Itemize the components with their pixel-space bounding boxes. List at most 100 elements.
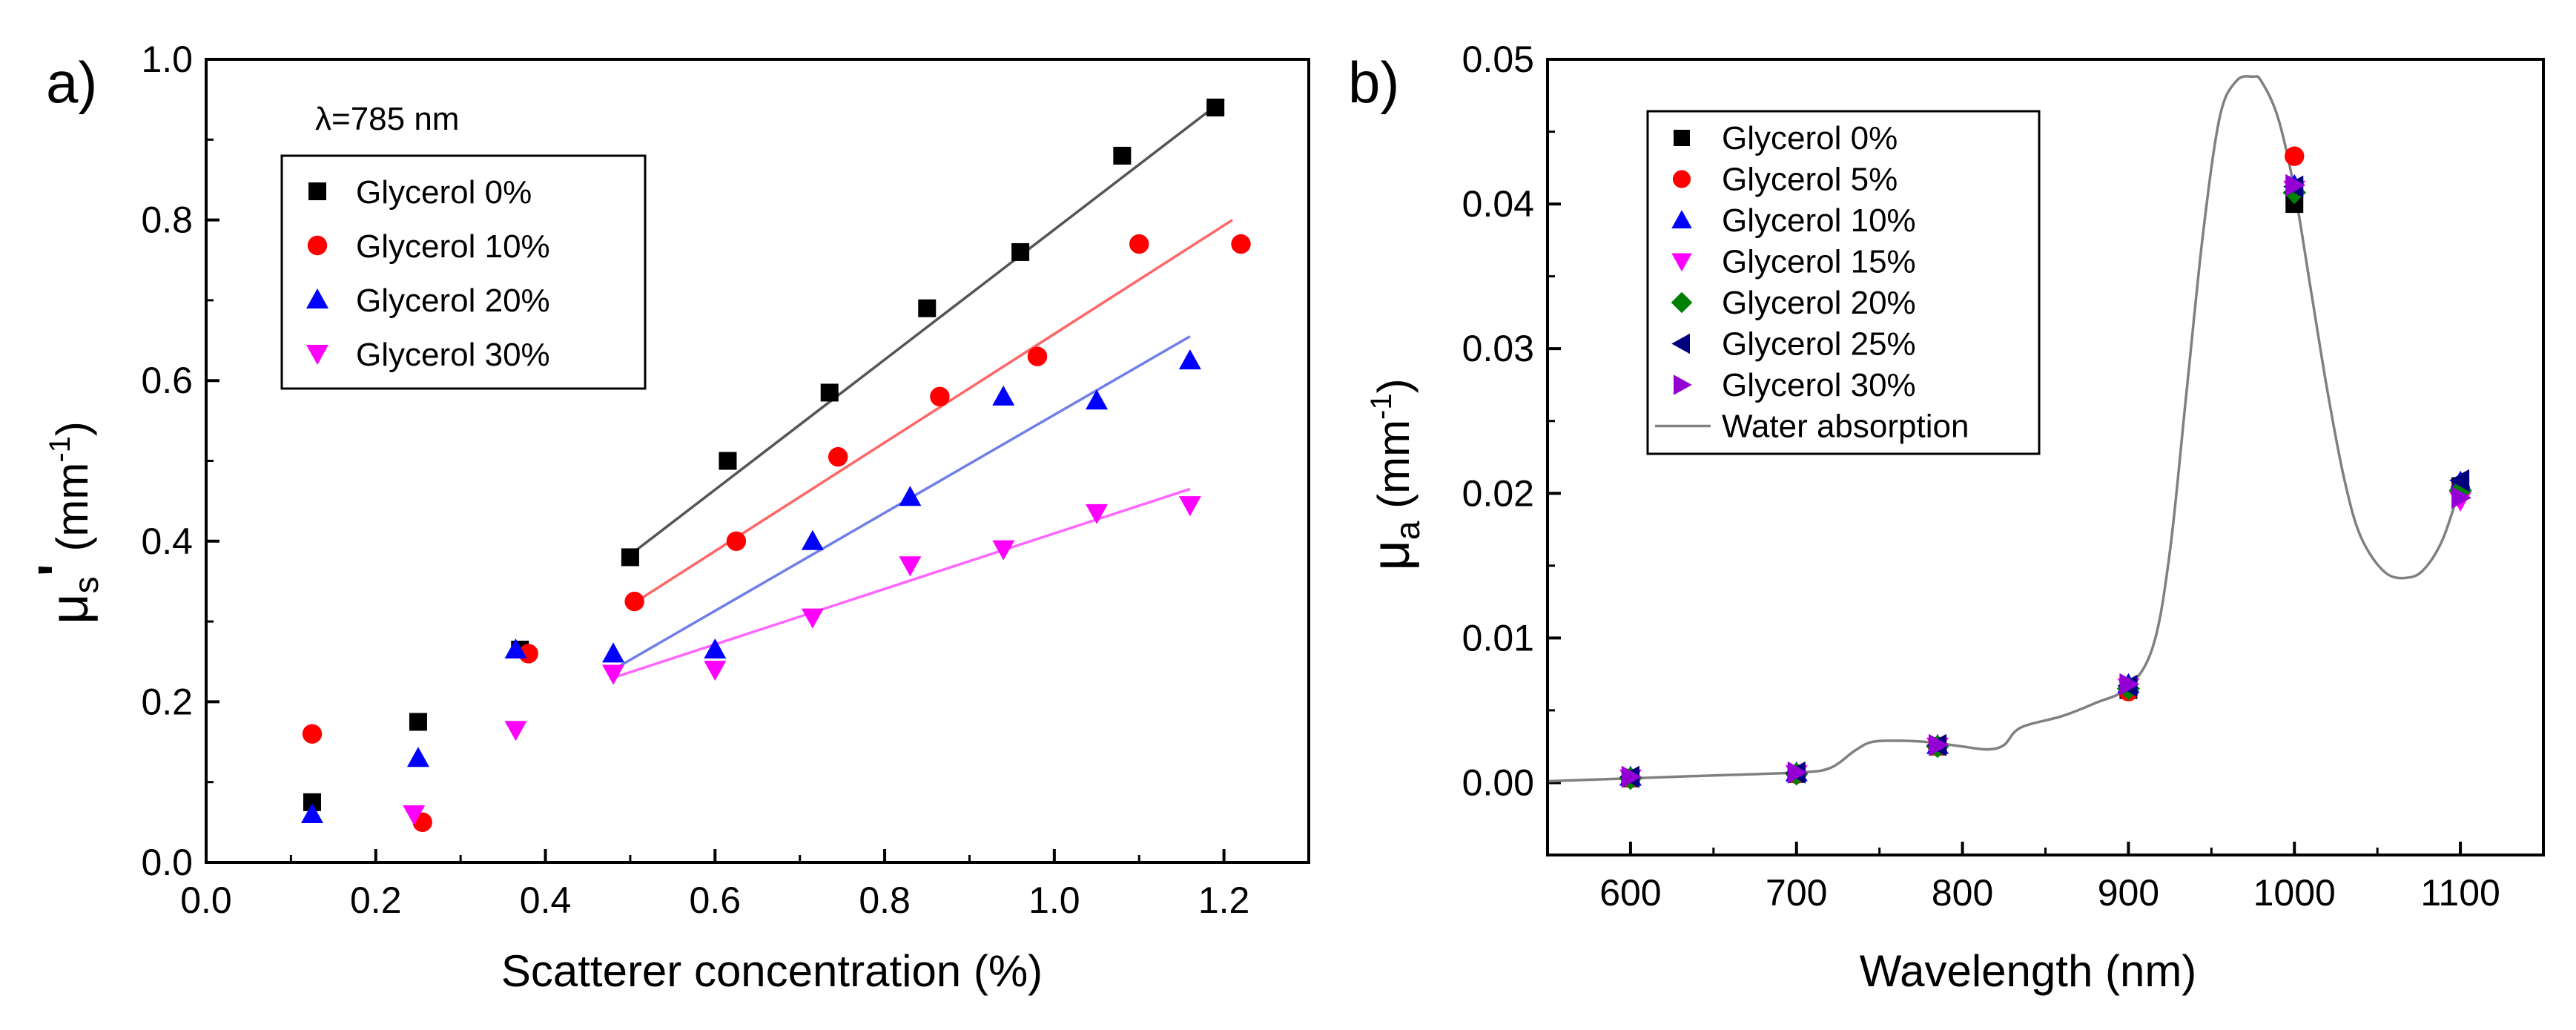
x-tick-label: 1100 <box>2420 872 2500 914</box>
data-point-glycerol-30- <box>1621 765 1642 788</box>
data-point-glycerol-30- <box>1787 761 1808 784</box>
panel-b-points <box>1619 146 2472 790</box>
panel-b-water-absorption-line <box>1547 75 2462 783</box>
panel-a-legend: Glycerol 0% Glycerol 10% Glycerol 20% Glyce… <box>280 154 647 390</box>
panel-a-ylabel-unit-sup: -1 <box>44 436 76 463</box>
data-point-glycerol-0- <box>820 383 839 402</box>
panel-a-x-axis-label: Scatterer concentration (%) <box>501 946 1043 996</box>
data-point-glycerol-20- <box>406 747 429 767</box>
x-tick-label: 0.0 <box>180 879 232 921</box>
data-point-glycerol-0- <box>918 299 937 317</box>
data-point-glycerol-20- <box>992 385 1015 406</box>
y-tick-label: 0.00 <box>1462 762 1534 803</box>
panel-b-x-axis-label: Wavelength (nm) <box>1860 946 2197 996</box>
panel-a-points <box>300 98 1251 833</box>
legend-marker <box>308 182 326 200</box>
x-tick-label: 0.4 <box>520 879 572 921</box>
panel-a-plot-frame <box>205 58 1310 864</box>
data-point-glycerol-10- <box>518 644 538 664</box>
panel-b-label: b) <box>1348 50 1399 115</box>
panel-a-ylabel-sub: s <box>67 576 105 593</box>
data-point-glycerol-30- <box>504 721 527 742</box>
panel-a-wavelength-annotation: λ=785 nm <box>315 101 459 137</box>
x-tick-label: 1.0 <box>1028 879 1080 921</box>
data-point-glycerol-10- <box>1129 234 1149 254</box>
data-point-glycerol-20- <box>899 486 922 506</box>
data-point-glycerol-30- <box>403 805 426 826</box>
panel-b: b) 600 700 800 900 1000 1100 0.00 0.01 0.02 0.03… <box>1348 39 2545 996</box>
data-point-glycerol-30- <box>704 661 727 681</box>
legend-box <box>1646 110 2041 455</box>
svg-text:μa (mm-1): μa (mm-1) <box>1361 378 1427 570</box>
legend-marker <box>306 345 328 365</box>
data-point-glycerol-10- <box>828 446 848 467</box>
legend-label: Glycerol 5% <box>1722 162 1898 198</box>
data-point-glycerol-0- <box>621 548 639 567</box>
panel-a-ylabel-unit-close: ) <box>47 421 97 436</box>
panel-b-ylabel-unit-close: ) <box>1369 378 1419 393</box>
fit-line-glycerol-30- <box>612 487 1191 679</box>
panel-b-ylabel-sub: a <box>1388 521 1427 540</box>
y-tick-label: 0.03 <box>1462 328 1534 369</box>
data-point-glycerol-30- <box>2119 673 2140 696</box>
fit-line-glycerol-0- <box>621 98 1225 563</box>
data-point-glycerol-10- <box>726 531 747 551</box>
data-point-glycerol-10- <box>302 724 323 744</box>
legend-label: Glycerol 10% <box>356 228 550 265</box>
legend-label: Glycerol 30% <box>1722 367 1916 403</box>
legend-label: Glycerol 10% <box>1722 202 1916 239</box>
data-point-glycerol-5- <box>2285 146 2305 166</box>
data-point-glycerol-0- <box>1206 98 1225 116</box>
data-point-glycerol-30- <box>1086 504 1109 524</box>
legend-marker <box>306 288 328 308</box>
panel-a-ylabel-prime: ' <box>28 564 87 576</box>
data-point-glycerol-30- <box>1929 733 1949 756</box>
legend-box <box>280 154 647 390</box>
data-point-glycerol-0- <box>719 452 737 470</box>
data-point-glycerol-10- <box>624 591 644 612</box>
panel-b-ylabel-mu: μ <box>1361 540 1421 570</box>
panel-a-x-tick-labels: 0.0 0.2 0.4 0.6 0.8 1.0 1.2 <box>180 879 1249 921</box>
data-point-glycerol-20- <box>300 803 323 824</box>
data-point-glycerol-25- <box>2449 469 2470 492</box>
y-tick-label: 0.01 <box>1462 617 1534 658</box>
data-point-glycerol-10- <box>930 386 950 407</box>
x-tick-label: 600 <box>1599 872 1661 914</box>
panel-b-plot-frame <box>1546 58 2545 856</box>
y-tick-label: 0.0 <box>141 842 193 883</box>
legend-marker <box>307 235 328 256</box>
panel-b-ylabel-unit-sup: -1 <box>1365 393 1398 420</box>
x-tick-label: 800 <box>1932 872 1993 914</box>
data-point-glycerol-30- <box>602 664 625 685</box>
legend-marker <box>1671 253 1692 272</box>
panel-b-legend: Glycerol 0% Glycerol 5% Glycerol 10% Glycer… <box>1646 110 2041 455</box>
legend-label: Water absorption <box>1722 409 1969 445</box>
data-point-glycerol-30- <box>2285 174 2306 197</box>
x-tick-label: 1000 <box>2253 872 2336 914</box>
y-tick-label: 0.04 <box>1462 183 1534 225</box>
data-point-glycerol-0- <box>1113 146 1132 165</box>
x-tick-label: 1.2 <box>1198 879 1250 921</box>
legend-marker <box>1674 374 1692 395</box>
y-tick-label: 1.0 <box>141 39 193 80</box>
data-point-glycerol-30- <box>2451 486 2472 509</box>
panel-a-y-tick-labels: 0.0 0.2 0.4 0.6 0.8 1.0 <box>141 39 193 883</box>
data-point-glycerol-20- <box>1178 349 1201 370</box>
data-point-glycerol-30- <box>801 608 824 629</box>
panel-a-y-axis-label: μs' (mm-1) <box>28 421 105 624</box>
legend-marker <box>1671 210 1692 228</box>
data-point-glycerol-0- <box>409 713 427 731</box>
data-point-glycerol-10- <box>1231 234 1251 254</box>
x-tick-label: 0.2 <box>350 879 402 921</box>
legend-marker <box>1671 291 1693 314</box>
legend-label: Glycerol 25% <box>1722 326 1916 363</box>
data-point-glycerol-20- <box>801 529 824 550</box>
x-tick-label: 0.8 <box>859 879 911 921</box>
panel-a-label: a) <box>46 50 97 115</box>
legend-label: Glycerol 0% <box>356 174 532 211</box>
x-tick-label: 0.6 <box>690 879 742 921</box>
legend-label: Glycerol 15% <box>1722 244 1916 280</box>
data-point-glycerol-20- <box>504 638 527 659</box>
legend-label: Glycerol 20% <box>356 283 550 319</box>
